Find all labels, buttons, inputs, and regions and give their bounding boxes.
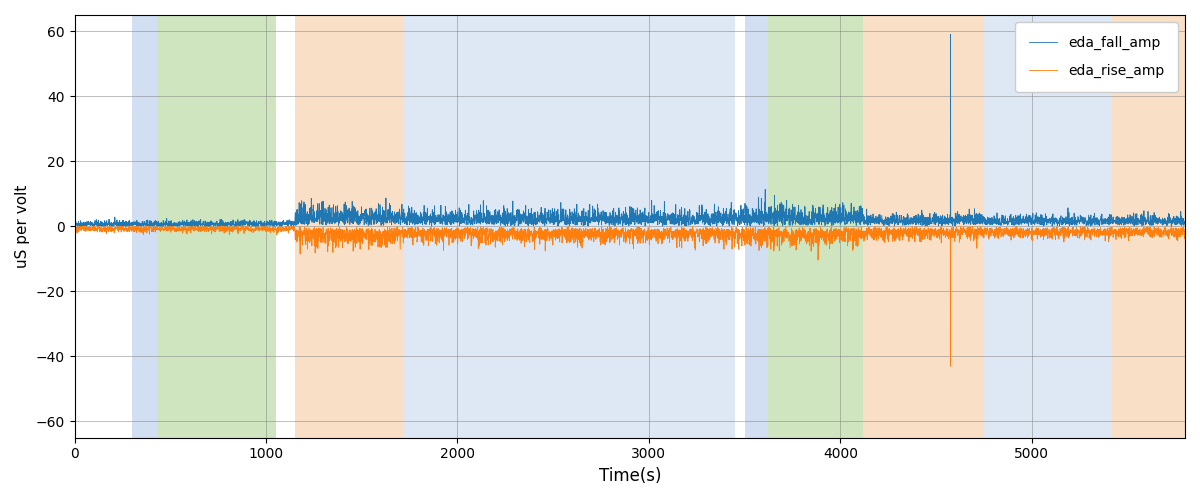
eda_fall_amp	[943, 32, 958, 38]
eda_rise_amp	[502, 230, 516, 236]
Bar	[404, 15, 736, 438]
eda_fall_amp	[149, 220, 163, 226]
eda_fall_amp	[124, 222, 138, 228]
Bar	[768, 15, 863, 438]
eda_rise_amp	[124, 226, 138, 232]
eda_fall_amp	[502, 210, 516, 216]
eda_rise_amp	[67, 224, 82, 230]
eda_fall_amp	[67, 220, 82, 226]
eda_rise_amp	[359, 230, 373, 236]
Bar	[1112, 15, 1186, 438]
eda_rise_amp	[943, 363, 958, 369]
Bar	[984, 15, 1112, 438]
Bar	[132, 15, 157, 438]
eda_rise_amp	[1177, 226, 1192, 232]
Line: eda_fall_amp: eda_fall_amp	[74, 34, 1184, 226]
eda_rise_amp	[149, 224, 163, 230]
eda_rise_amp	[800, 232, 815, 237]
X-axis label: Time(s): Time(s)	[599, 467, 661, 485]
eda_fall_amp	[202, 224, 216, 230]
Bar	[745, 15, 768, 438]
Bar	[157, 15, 276, 438]
Line: eda_rise_amp: eda_rise_amp	[74, 226, 1184, 366]
Bar	[863, 15, 984, 438]
eda_rise_amp	[91, 224, 106, 230]
Legend: eda_fall_amp, eda_rise_amp: eda_fall_amp, eda_rise_amp	[1015, 22, 1178, 92]
eda_fall_amp	[359, 210, 373, 216]
eda_fall_amp	[1177, 220, 1192, 226]
Y-axis label: uS per volt: uS per volt	[14, 184, 30, 268]
eda_rise_amp	[510, 228, 524, 234]
eda_fall_amp	[510, 214, 524, 220]
Bar	[295, 15, 404, 438]
eda_fall_amp	[800, 222, 815, 228]
